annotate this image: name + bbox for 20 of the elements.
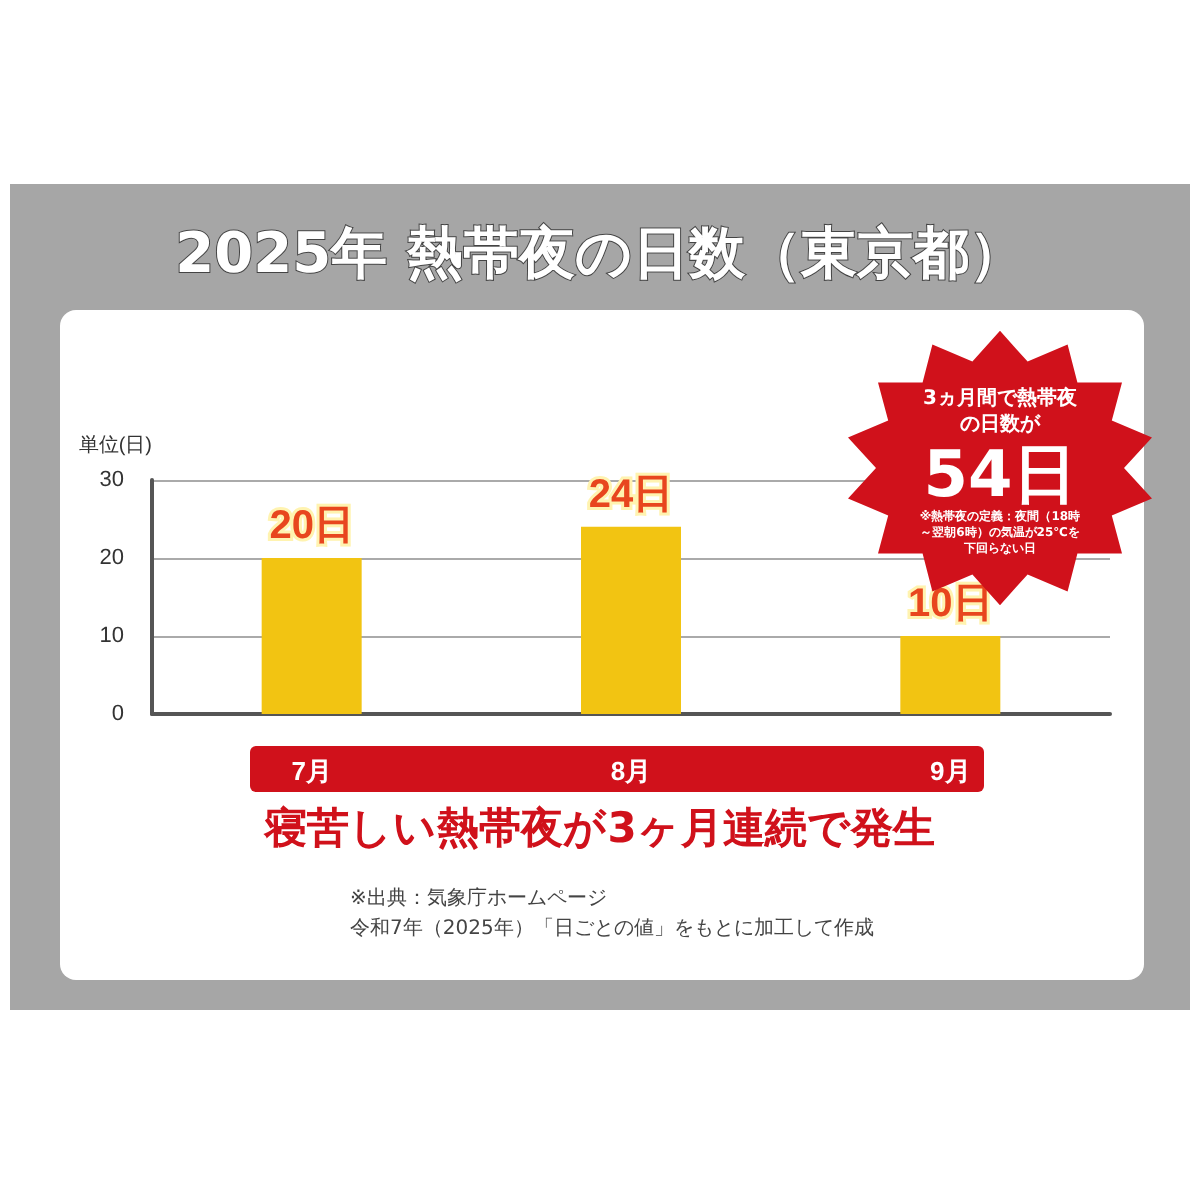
data-label: 10日 (908, 582, 993, 626)
bar (261, 558, 362, 714)
bar (581, 526, 681, 714)
annotation: 54日 (923, 436, 1077, 512)
y-axis-title: 単位(日) (78, 433, 152, 457)
text: 寝苦しい熱帯夜が3ヶ月連続で発生 (261, 802, 937, 856)
data-label: 20日 (269, 504, 354, 548)
y-tick-label: 0 (111, 702, 124, 726)
y-tick-label: 30 (99, 468, 124, 492)
text: 令和7年（2025年）「日ごとの値」をもとに加工して作成 (350, 915, 874, 944)
y-tick-label: 20 (99, 546, 124, 570)
y-tick-label: 10 (99, 624, 124, 648)
bar (900, 636, 1001, 714)
x-tick-label: 9月 (930, 756, 971, 786)
text: ※出典：気象庁ホームページ (350, 885, 609, 914)
data-label: 24日 (588, 472, 674, 517)
chart-title: 2025年 熱帯夜の日数（東京都） (173, 218, 1027, 290)
x-tick-label: 7月 (291, 756, 332, 786)
x-tick-label: 8月 (610, 756, 652, 786)
text: 3ヵ月間で熱帯夜の日数が (921, 386, 1079, 438)
